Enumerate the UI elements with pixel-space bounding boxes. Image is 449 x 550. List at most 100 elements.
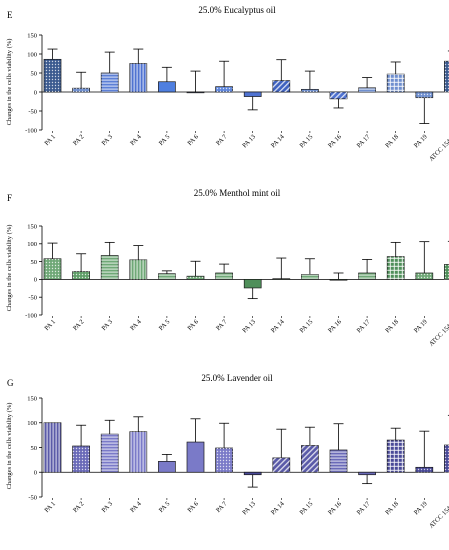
x-tick-label: PA 4	[129, 318, 143, 332]
x-tick-label: PA 16	[327, 318, 343, 334]
chart-title: 25.0% Eucalyptus oil	[198, 5, 276, 15]
x-tick-label: PA 1	[43, 318, 57, 332]
bar-pattern	[101, 434, 119, 473]
x-tick-label: PA 15	[298, 133, 314, 149]
y-tick-label: 150	[27, 223, 37, 230]
bar-pattern	[44, 258, 61, 280]
x-tick-label: PA 19	[413, 133, 429, 149]
bar-pattern	[358, 272, 376, 280]
bar	[158, 461, 176, 473]
x-tick-label: PA 17	[356, 133, 372, 149]
chart-panel-f: F 25.0% Menthol mint oil Changes in the ce…	[6, 188, 449, 348]
y-tick-label: 100	[27, 241, 37, 248]
y-tick-label: -100	[25, 312, 37, 319]
bar-pattern	[444, 61, 449, 92]
y-axis-label: Changes in the cells viability (%)	[6, 39, 13, 126]
bar-pattern	[387, 74, 405, 92]
bar-pattern	[215, 447, 233, 473]
x-tick-label: PA 2	[72, 318, 86, 332]
bar	[186, 91, 205, 94]
y-tick-label: 50	[31, 70, 38, 77]
bar-pattern	[301, 89, 319, 92]
bar-pattern	[101, 73, 119, 92]
x-tick-label: PA 7	[215, 500, 229, 514]
bar-pattern	[415, 467, 433, 473]
bar-pattern	[301, 274, 319, 280]
bar-pattern	[272, 457, 290, 473]
bar-pattern	[387, 256, 405, 280]
bar-pattern	[272, 80, 290, 92]
bar-pattern	[44, 59, 61, 92]
panel-letter: G	[7, 378, 14, 388]
y-tick-label: -50	[28, 295, 37, 302]
y-tick-label: 50	[31, 445, 38, 452]
bar-pattern	[215, 86, 233, 92]
bar-pattern	[129, 431, 147, 473]
bar-pattern	[330, 449, 347, 473]
bar-pattern	[101, 255, 119, 280]
bar-pattern	[358, 87, 376, 92]
bar-pattern	[72, 271, 90, 280]
bar-pattern	[387, 440, 405, 473]
y-tick-label: -100	[25, 127, 37, 134]
y-tick-label: -50	[28, 108, 37, 115]
bar	[272, 278, 291, 280]
panel-letter: E	[7, 10, 13, 20]
x-tick-label: PA 6	[186, 500, 200, 514]
chart-panel-g: G 25.0% Lavender oil Changes in the cells …	[6, 373, 449, 530]
x-tick-label: PA 4	[129, 500, 143, 514]
x-tick-label: PA 17	[356, 500, 372, 516]
x-tick-label: PA 5	[158, 500, 172, 514]
bar	[186, 441, 205, 473]
bar-pattern	[44, 422, 61, 473]
bar-pattern	[72, 88, 90, 92]
bar-pattern	[415, 272, 433, 280]
y-tick-label: 50	[31, 259, 38, 266]
x-tick-label: PA 19	[413, 318, 429, 334]
x-tick-label: PA 7	[215, 318, 229, 332]
bar-pattern	[330, 92, 347, 99]
bar-pattern	[187, 276, 204, 280]
x-tick-label: PA 15	[298, 500, 314, 516]
x-tick-label: PA 13	[241, 133, 257, 149]
chart-panel-e: E 25.0% Eucalyptus oil Changes in the cell…	[6, 5, 449, 163]
x-tick-label: PA 3	[101, 133, 115, 147]
bar	[243, 279, 262, 289]
x-tick-label: PA 18	[384, 500, 400, 516]
x-tick-label: PA 2	[72, 500, 86, 514]
bar-pattern	[301, 445, 319, 473]
y-axis-label: Changes in the cells viability (%)	[6, 225, 13, 312]
y-tick-label: 0	[34, 470, 37, 477]
bar	[329, 279, 348, 281]
x-tick-label: PA 15	[298, 318, 314, 334]
bar-pattern	[72, 446, 90, 473]
bar-pattern	[444, 264, 449, 280]
x-tick-label: PA 16	[327, 133, 343, 149]
x-tick-label: PA 19	[413, 500, 429, 516]
y-tick-label: 0	[34, 89, 37, 96]
x-tick-label: PA 17	[356, 318, 372, 334]
bar-pattern	[444, 445, 449, 473]
bar-pattern	[129, 259, 147, 280]
x-tick-label: PA 2	[72, 133, 86, 147]
x-tick-label: ATCC 15442	[428, 318, 449, 347]
bar-pattern	[158, 273, 176, 280]
panel-letter: F	[7, 193, 12, 203]
bar	[358, 471, 376, 476]
bar	[243, 91, 262, 97]
x-tick-label: PA 13	[241, 500, 257, 516]
x-tick-label: PA 18	[384, 318, 400, 334]
x-tick-label: PA 1	[43, 500, 57, 514]
x-tick-label: PA 6	[186, 133, 200, 147]
x-tick-label: ATCC 15442	[428, 500, 449, 529]
y-tick-label: 100	[27, 420, 37, 427]
x-tick-label: PA 1	[43, 133, 57, 147]
bar-pattern	[415, 92, 433, 98]
chart-title: 25.0% Menthol mint oil	[194, 188, 281, 198]
bar-pattern	[215, 272, 233, 280]
bar	[158, 81, 176, 93]
x-tick-label: ATCC 15442	[428, 133, 449, 162]
y-axis-label: Changes in the cells viability (%)	[6, 403, 13, 490]
x-tick-label: PA 14	[270, 133, 286, 149]
